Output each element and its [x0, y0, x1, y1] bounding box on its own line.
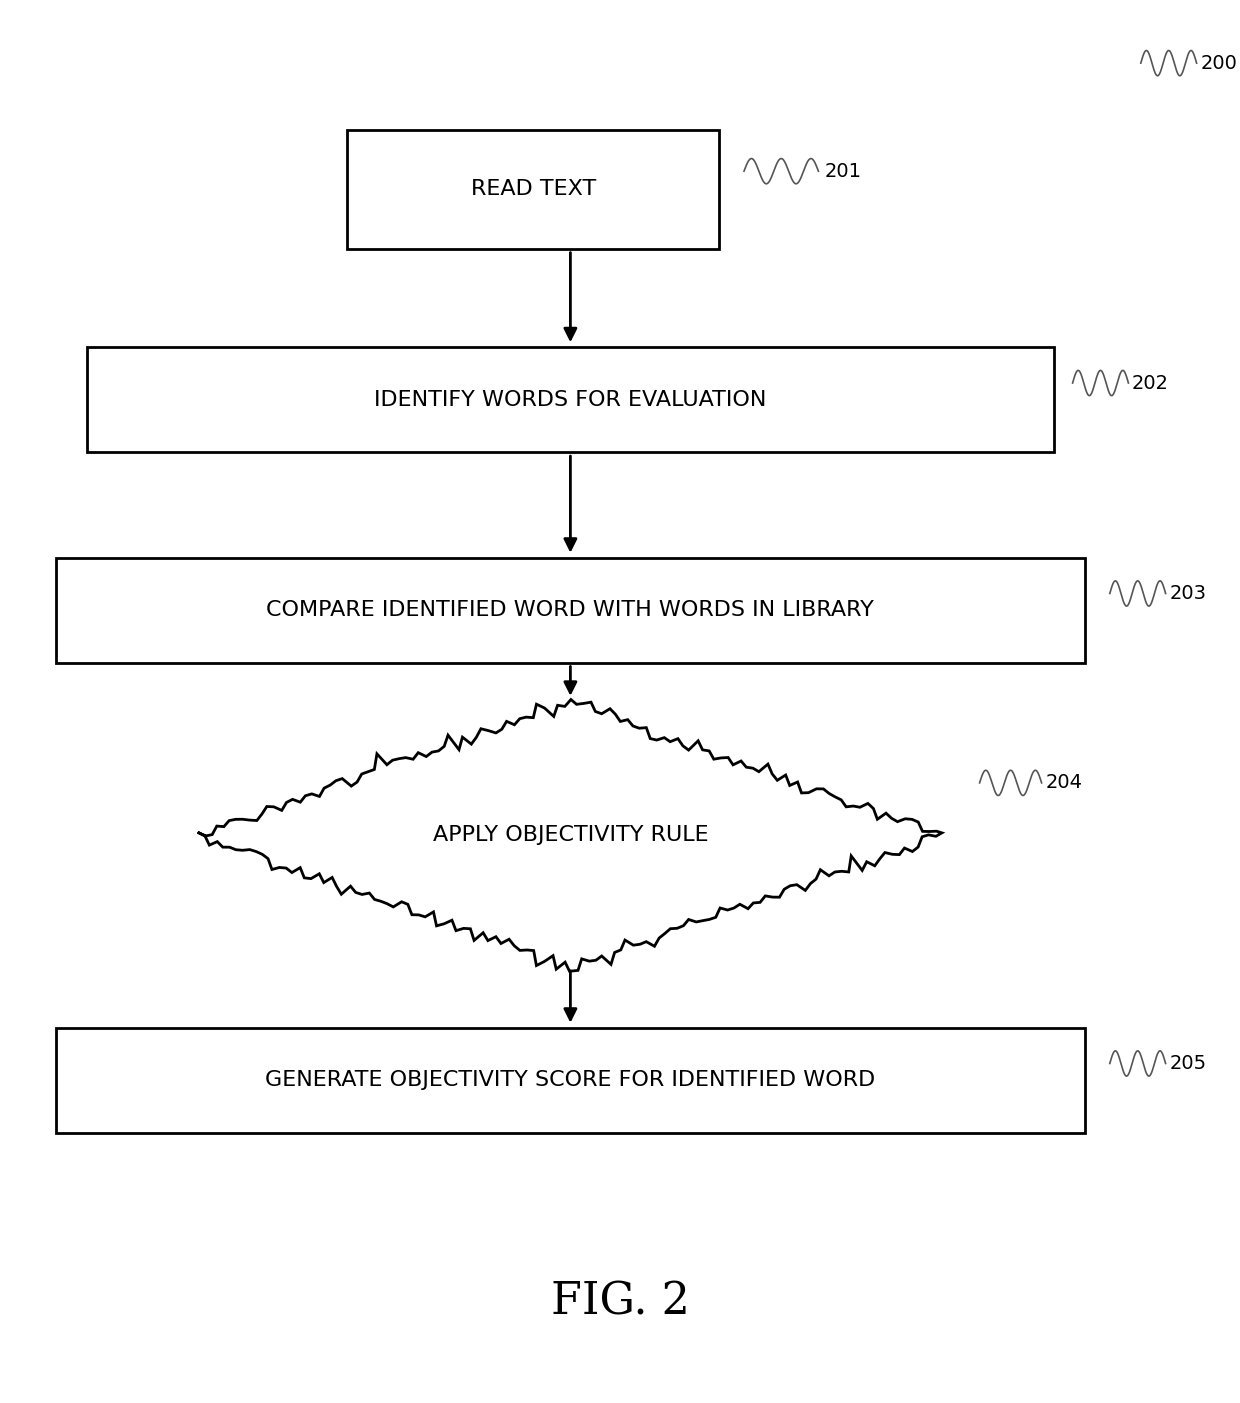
Text: READ TEXT: READ TEXT [470, 180, 596, 199]
Text: 203: 203 [1169, 584, 1207, 603]
Text: FIG. 2: FIG. 2 [551, 1281, 689, 1323]
FancyBboxPatch shape [56, 1027, 1085, 1134]
FancyBboxPatch shape [347, 130, 719, 250]
Text: GENERATE OBJECTIVITY SCORE FOR IDENTIFIED WORD: GENERATE OBJECTIVITY SCORE FOR IDENTIFIE… [265, 1070, 875, 1090]
Text: 201: 201 [825, 161, 862, 181]
Text: 204: 204 [1045, 773, 1083, 793]
FancyBboxPatch shape [56, 558, 1085, 664]
Text: 200: 200 [1200, 53, 1238, 73]
Text: 202: 202 [1132, 373, 1169, 393]
FancyBboxPatch shape [87, 348, 1054, 452]
Text: 205: 205 [1169, 1054, 1207, 1073]
Text: IDENTIFY WORDS FOR EVALUATION: IDENTIFY WORDS FOR EVALUATION [374, 390, 766, 410]
Polygon shape [197, 700, 942, 971]
Text: COMPARE IDENTIFIED WORD WITH WORDS IN LIBRARY: COMPARE IDENTIFIED WORD WITH WORDS IN LI… [267, 600, 874, 620]
Text: APPLY OBJECTIVITY RULE: APPLY OBJECTIVITY RULE [433, 825, 708, 845]
